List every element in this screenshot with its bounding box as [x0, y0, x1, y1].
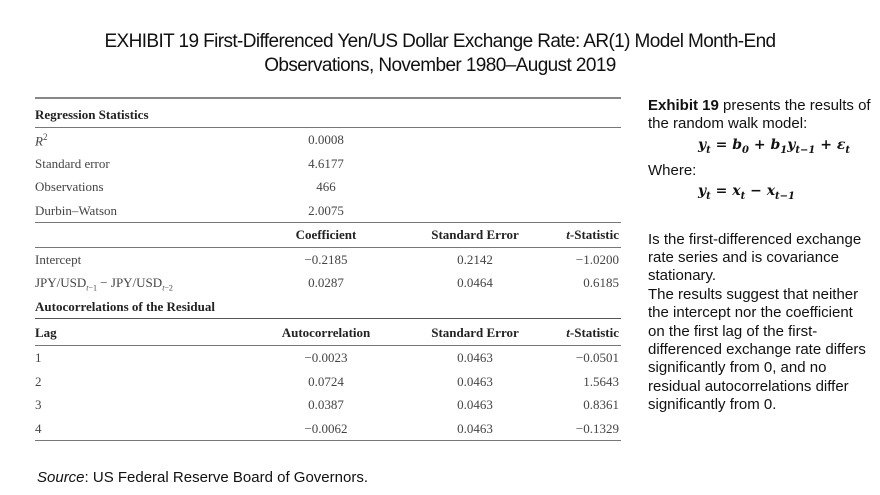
title-line-1: EXHIBIT 19 First-Differenced Yen/US Doll…: [104, 31, 776, 52]
autocorrelation-value: −0.0023: [304, 350, 348, 365]
table-row: 1 −0.0023 0.0463 −0.0501: [35, 346, 621, 370]
column-header: t-Statistic: [566, 325, 619, 340]
stat-label: Durbin–Watson: [35, 202, 117, 218]
source-note: Source: US Federal Reserve Board of Gove…: [37, 469, 368, 486]
explanation-intro: Exhibit 19 presents the results of the r…: [648, 97, 873, 134]
t-statistic-value: 1.5643: [583, 373, 619, 389]
source-label: Source: [37, 469, 85, 486]
standard-error-value: 0.0463: [457, 397, 493, 412]
autocorrelation-header-row: Lag Autocorrelation Standard Error t-Sta…: [35, 319, 621, 346]
standard-error-value: 0.0463: [457, 420, 493, 436]
stat-label: Standard error: [35, 155, 110, 171]
t-statistic-value: 0.8361: [583, 397, 619, 412]
t-statistic-value: −1.0200: [575, 251, 619, 267]
coefficient-value: 0.0287: [308, 275, 344, 290]
series-description: Is the first-differenced exchange rate s…: [648, 230, 862, 285]
table-row: 4 −0.0062 0.0463 −0.1329: [35, 417, 621, 441]
t-statistic-value: 0.6185: [583, 275, 619, 290]
regression-stats-header: Regression Statistics: [35, 107, 149, 122]
autocorrelation-value: 0.0724: [308, 373, 344, 389]
stat-label: Observations: [35, 179, 104, 194]
standard-error-value: 0.0464: [457, 275, 493, 290]
stat-value: 2.0075: [308, 202, 344, 218]
regression-table: Regression Statistics R2 0.0008 Standard…: [35, 97, 621, 441]
exhibit-reference: Exhibit 19: [648, 97, 719, 114]
random-walk-equation: yt = b0 + b1yt−1 + εt: [698, 136, 850, 156]
column-header: t-Statistic: [566, 227, 619, 242]
regression-stats-header-row: Regression Statistics: [35, 99, 621, 128]
standard-error-value: 0.2142: [457, 251, 493, 267]
exhibit-title: EXHIBIT 19 First-Differenced Yen/US Doll…: [0, 30, 880, 78]
stat-value: 0.0008: [308, 132, 344, 147]
stat-value: 466: [316, 179, 336, 194]
column-header: Standard Error: [431, 227, 519, 242]
coefficient-header-row: Coefficient Standard Error t-Statistic: [35, 223, 621, 248]
table-row: Durbin–Watson 2.0075: [35, 199, 621, 223]
title-line-2: Observations, November 1980–August 2019: [264, 55, 616, 76]
autocorrelation-value: 0.0387: [308, 397, 344, 412]
table-row: 3 0.0387 0.0463 0.8361: [35, 393, 621, 417]
table-row: Observations 466: [35, 175, 621, 199]
table-row: Intercept −0.2185 0.2142 −1.0200: [35, 248, 621, 272]
column-header: Standard Error: [431, 325, 519, 340]
autocorrelation-value: −0.0062: [304, 420, 348, 436]
stat-value: 4.6177: [308, 155, 344, 171]
source-text: : US Federal Reserve Board of Governors.: [84, 469, 368, 486]
results-conclusion: The results suggest that neither the int…: [648, 285, 866, 414]
standard-error-value: 0.0463: [457, 373, 493, 389]
difference-equation: yt = xt − xt−1: [698, 183, 796, 203]
column-header: Autocorrelation: [281, 325, 371, 340]
table-top-rule: [35, 97, 621, 99]
autocorrelation-section-row: Autocorrelations of the Residual: [35, 295, 621, 319]
stat-label: R2: [35, 132, 48, 149]
t-statistic-value: −0.0501: [575, 350, 619, 365]
lag-value: 2: [35, 373, 42, 389]
where-label: Where:: [648, 162, 697, 180]
lag-value: 3: [35, 397, 42, 412]
row-label: Intercept: [35, 251, 82, 267]
column-header: Lag: [35, 325, 57, 340]
autocorrelation-section-header: Autocorrelations of the Residual: [35, 298, 215, 314]
explanation-panel: Exhibit 19 presents the results of the r…: [648, 97, 873, 415]
t-statistic-value: −0.1329: [575, 420, 619, 436]
intro-text: presents the results of the random walk …: [648, 97, 871, 133]
row-label: JPY/USDt−1 − JPY/USDt−2: [35, 275, 173, 293]
standard-error-value: 0.0463: [457, 350, 493, 365]
table-row: R2 0.0008: [35, 128, 621, 152]
table-row: Standard error 4.6177: [35, 152, 621, 176]
coefficient-value: −0.2185: [304, 251, 348, 267]
lag-value: 1: [35, 350, 42, 365]
table-row: JPY/USDt−1 − JPY/USDt−2 0.0287 0.0464 0.…: [35, 271, 621, 295]
column-header: Coefficient: [295, 227, 357, 242]
lag-value: 4: [35, 420, 42, 436]
table-row: 2 0.0724 0.0463 1.5643: [35, 370, 621, 394]
